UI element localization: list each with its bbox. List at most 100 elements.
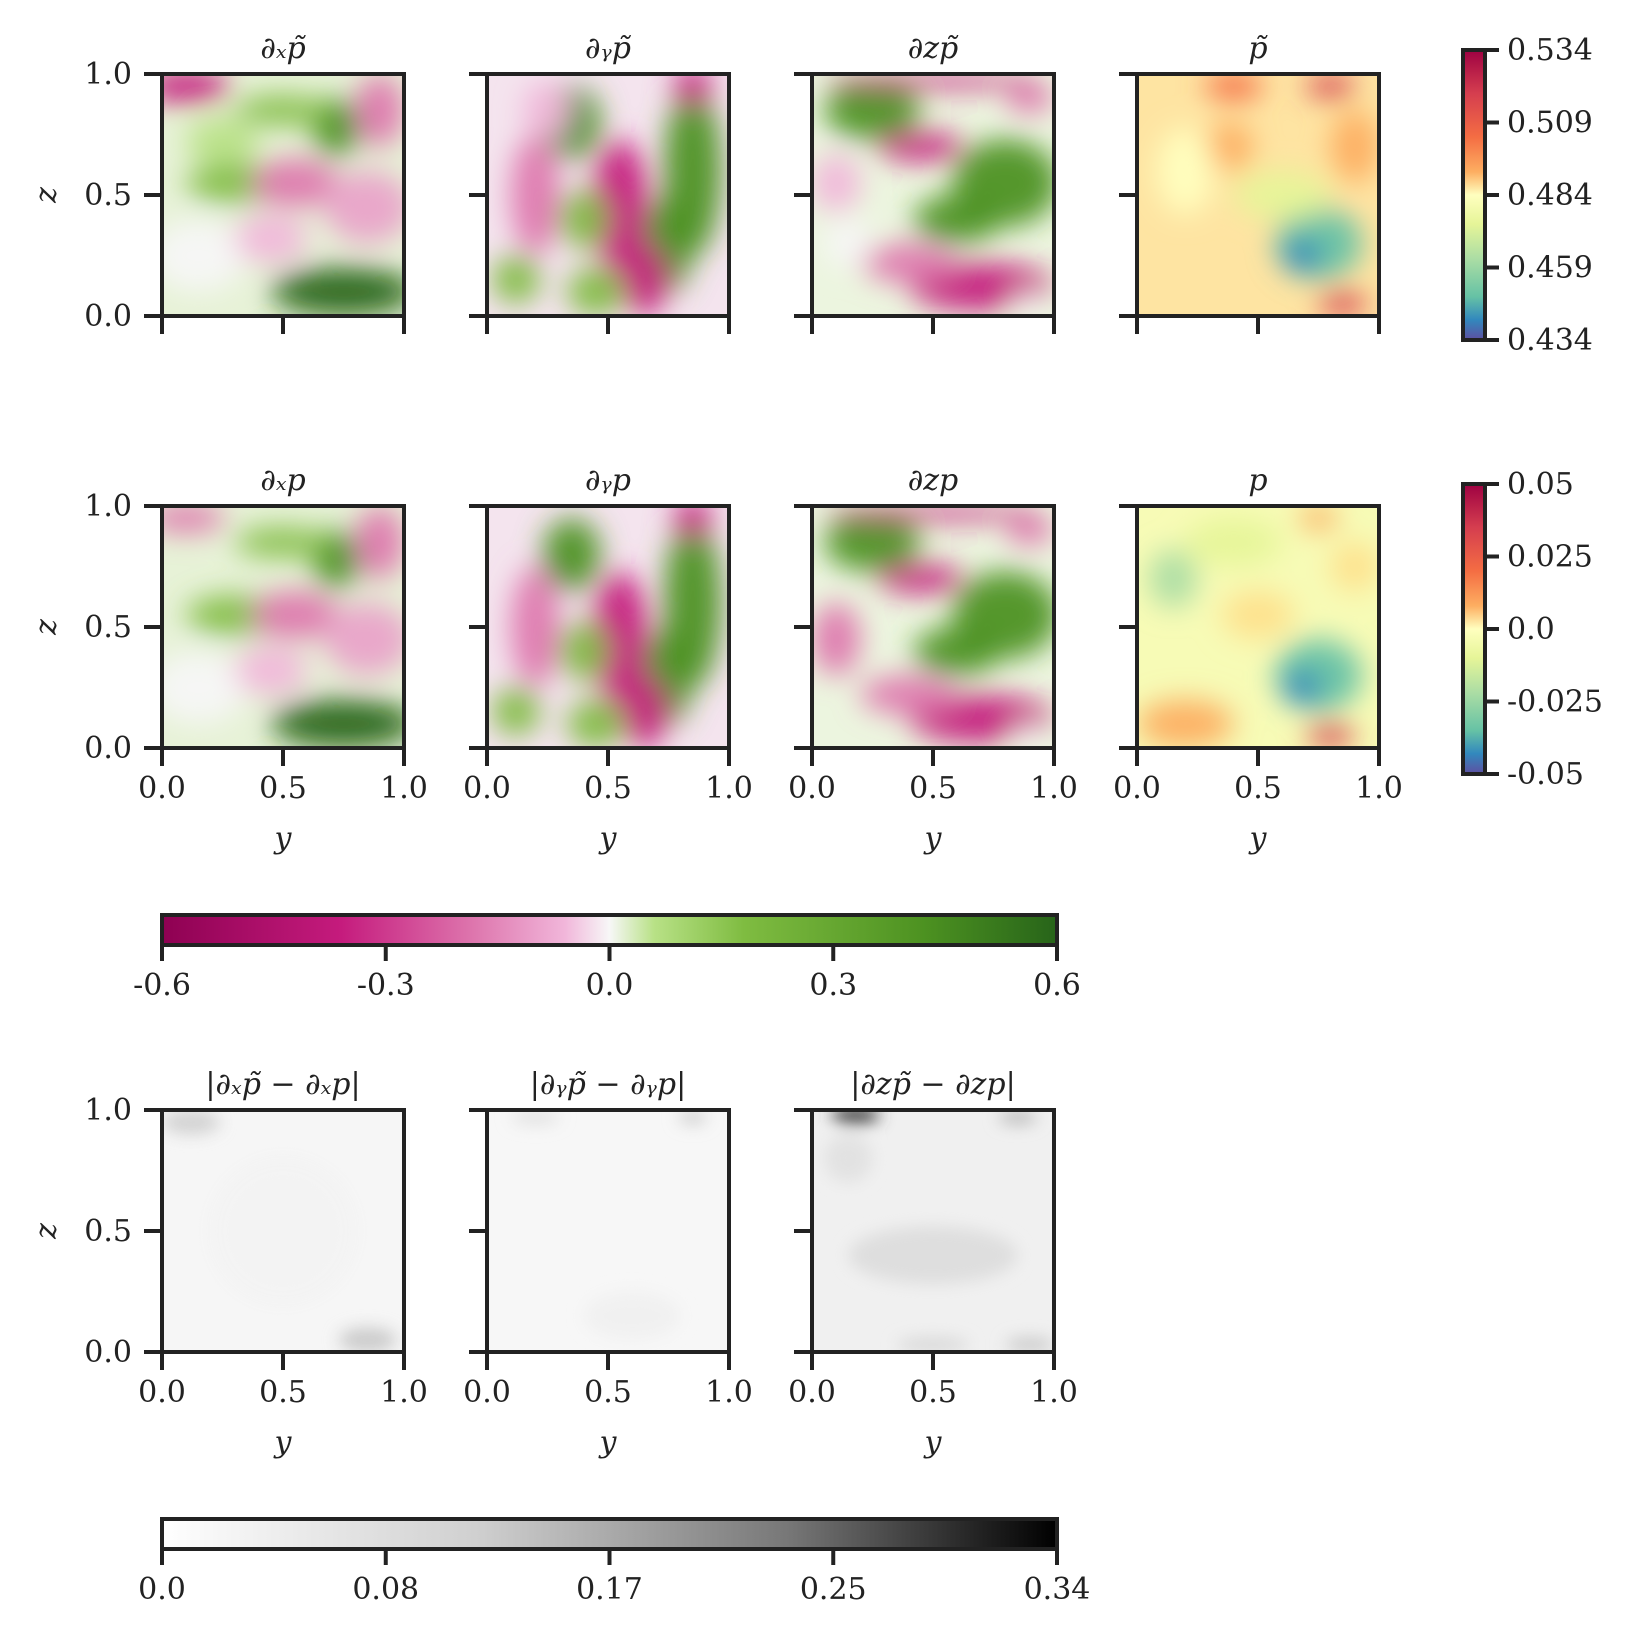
heatmap-region [673,74,713,106]
heatmap-region [678,1110,708,1125]
heatmap-region [812,153,861,212]
colorbar-tick-label: -0.6 [133,968,191,1003]
panel-title: |∂ᵧp̃ − ∂ᵧp| [530,1067,686,1102]
x-tick-label: 0.5 [584,771,632,806]
heatmap-region [860,243,958,283]
panel-title: ∂ₓp [260,463,305,498]
colorbars [160,48,1499,1565]
colorbar-tick-label: 0.17 [576,1572,643,1607]
heatmap-region [1137,699,1234,748]
x-tick-label: 0.0 [463,1375,511,1410]
heatmap-field [1137,74,1379,316]
colorbar-tick-label: 0.0 [586,968,634,1003]
heatmap-field [487,1110,729,1352]
colorbar-tick-label: 0.3 [809,968,857,1003]
x-tick-label: 0.0 [788,771,836,806]
heatmap-region [1010,294,1050,314]
heatmap-region [251,590,339,640]
x-axis-label: y [598,821,618,856]
heatmap-region [824,74,1042,89]
heatmap-region [1330,110,1379,183]
heatmap-region [812,602,861,676]
colorbar-tick-label: -0.05 [1507,757,1584,792]
y-tick-label: 0.5 [84,610,132,645]
heatmap-region [877,564,965,594]
heatmap-region [234,214,308,263]
heatmap-region [1306,74,1355,99]
panel-dy-p [469,504,731,766]
colorbar-tick-label: 0.05 [1507,467,1574,502]
y-tick-label: 0.0 [84,1335,132,1370]
colorbar-tick-label: 0.534 [1507,33,1593,68]
heatmap-region [355,74,404,147]
heatmap-region [324,602,404,676]
x-tick-label: 0.0 [1113,771,1161,806]
colorbar-tick-label: 0.34 [1024,1572,1091,1607]
heatmap-region [591,139,650,275]
heatmap-region [1010,726,1050,746]
heatmap-field [1137,506,1379,748]
x-tick-label: 1.0 [1030,1375,1078,1410]
heatmap-region [234,95,332,125]
colorbar-tick-label: -0.3 [357,968,415,1003]
panel-dy-ptilde [469,72,731,334]
heatmap-region [1282,238,1321,273]
x-axis-label: y [598,1425,618,1460]
heatmap-region [1318,291,1367,316]
heatmap-region [1156,127,1215,215]
heatmap-region [913,627,1001,676]
panel-dz-p [794,504,1056,766]
heatmap-region [1282,670,1321,705]
heatmap-region [848,1226,1018,1285]
heatmap-region [831,1110,880,1125]
heatmap-region [559,622,608,681]
panel-title: p [1248,463,1267,498]
y-tick-label: 0.5 [84,1214,132,1249]
panel-err-dx [144,1108,406,1370]
y-axis-label: z [29,619,64,636]
colorbar-tick-label: 0.434 [1507,323,1593,358]
panel-dx-ptilde [144,72,406,334]
heatmap-region [186,117,259,166]
heatmap-field [812,1110,1054,1352]
heatmap-field [162,1110,404,1352]
heatmap-region [1005,1337,1054,1352]
panel-title: p̃ [1248,31,1268,66]
heatmap-region [491,255,541,304]
panel-err-dy [469,1108,731,1370]
panel-title: ∂ᵧp [585,463,631,498]
colorbar-tick-label: 0.6 [1033,968,1081,1003]
x-tick-label: 1.0 [705,1375,753,1410]
y-tick-label: 1.0 [84,489,132,524]
heatmap-region [1274,639,1363,712]
panel-title: |∂ₓp̃ − ∂ₓp| [205,1067,360,1102]
panel-dz-ptilde [794,72,1056,334]
heatmap-region [491,687,541,736]
heatmap-region [824,219,873,268]
x-axis-label: y [923,1425,943,1460]
panel-err-dz [794,1108,1056,1370]
x-tick-label: 0.5 [259,1375,307,1410]
heatmap-region [673,506,713,538]
panel-ptilde [1119,72,1381,334]
panel-title: ∂zp̃ [908,31,959,66]
y-tick-label: 1.0 [84,1093,132,1128]
heatmap-region [234,527,332,557]
heatmap-region [1149,549,1198,608]
x-tick-label: 1.0 [1355,771,1403,806]
colorbar-gradient [1461,48,1487,342]
panel-title: |∂zp̃ − ∂zp| [850,1067,1015,1102]
colorbar-tick-label: 0.08 [352,1572,419,1607]
heatmap-region [542,518,601,591]
y-tick-label: 0.0 [84,731,132,766]
colorbar-gradient [160,1517,1059,1551]
heatmap-region [162,219,247,292]
heatmap-region [1299,506,1338,531]
x-tick-label: 1.0 [380,771,428,806]
heatmap-region [559,190,608,249]
y-tick-label: 0.5 [84,178,132,213]
x-axis-label: y [273,821,293,856]
heatmap-region [824,513,921,572]
heatmap-region [998,1110,1038,1125]
colorbar-cb-grad [160,913,1059,961]
